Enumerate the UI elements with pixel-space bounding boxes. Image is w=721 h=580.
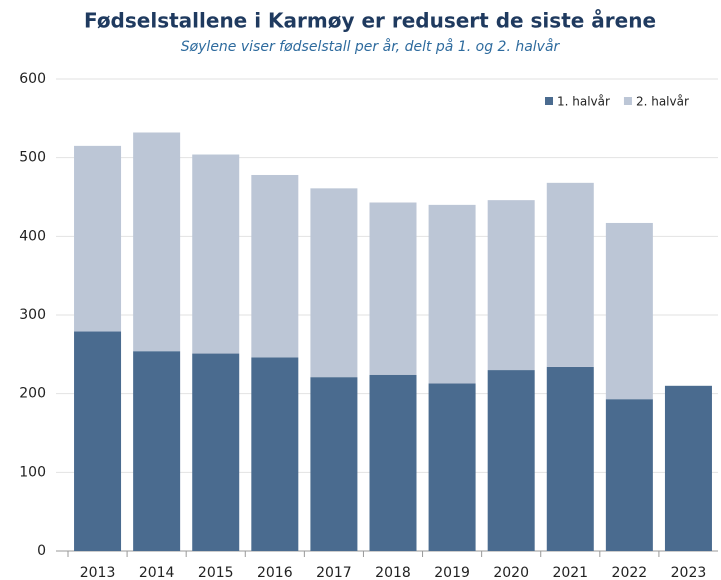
y-tick-label: 500 (19, 150, 46, 166)
x-tick-label: 2020 (493, 565, 529, 580)
y-tick-label: 300 (19, 307, 46, 323)
bar-segment (133, 351, 181, 551)
x-tick-label: 2022 (612, 565, 648, 580)
legend-label: 1. halvår (557, 95, 610, 109)
x-tick-label: 2015 (198, 565, 234, 580)
x-tick-label: 2017 (316, 565, 352, 580)
bar-segment (251, 174, 299, 358)
bar-segment (133, 132, 181, 352)
bar-segment (605, 222, 653, 400)
bar-segment (546, 182, 594, 367)
bar-segment (487, 370, 535, 551)
x-tick-label: 2016 (257, 565, 293, 580)
bar-segment (310, 377, 358, 551)
bar-segment (369, 202, 417, 375)
y-tick-label: 0 (37, 543, 46, 559)
bar-segment (251, 357, 299, 551)
x-tick-label: 2018 (375, 565, 411, 580)
bar-segment (664, 385, 712, 551)
bar-segment (74, 331, 122, 551)
y-tick-label: 100 (19, 464, 46, 480)
bar-segment (369, 374, 417, 551)
bar-segment (428, 383, 476, 551)
bar-segment (546, 366, 594, 551)
legend-swatch (545, 97, 553, 105)
y-tick-label: 400 (19, 228, 46, 244)
bar-segment (192, 353, 240, 551)
x-tick-label: 2014 (139, 565, 175, 580)
legend-swatch (623, 97, 632, 105)
x-tick-label: 2023 (671, 565, 707, 580)
bar-segment (192, 154, 240, 354)
x-tick-label: 2013 (80, 565, 116, 580)
legend-label: 2. halvår (636, 95, 689, 109)
chart-subtitle: Søylene viser fødselstall per år, delt p… (181, 38, 561, 55)
x-tick-label: 2019 (434, 565, 470, 580)
bar-segment (428, 204, 476, 384)
y-tick-label: 600 (19, 71, 46, 87)
y-tick-label: 200 (19, 386, 46, 402)
chart-title: Fødselstallene i Karmøy er redusert de s… (84, 9, 656, 33)
bar-segment (487, 200, 535, 371)
bar-segment (310, 188, 358, 378)
x-tick-label: 2021 (552, 565, 588, 580)
bar-segment (605, 399, 653, 551)
bar-segment (74, 145, 122, 332)
